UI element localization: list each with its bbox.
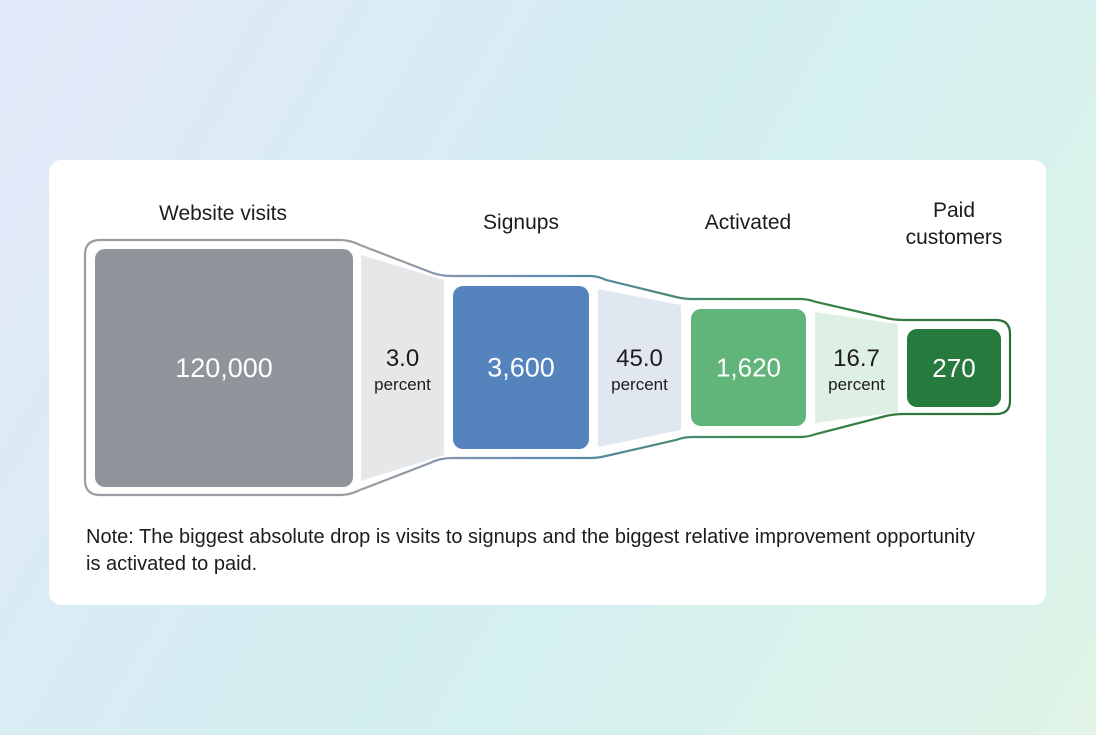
- conversion-unit: percent: [374, 375, 431, 394]
- funnel-outline: [83, 238, 1012, 497]
- stage-label-line: customers: [905, 226, 1003, 249]
- stage-label-activated: Activated: [704, 211, 792, 234]
- conversion-unit: percent: [828, 375, 885, 394]
- stage-box: [95, 249, 353, 487]
- stage-value: 1,620: [716, 353, 781, 383]
- stage-box: [907, 329, 1001, 407]
- conversion-unit: percent: [611, 375, 668, 394]
- stage-value: 3,600: [487, 353, 555, 383]
- stage-label-signups: Signups: [483, 211, 559, 234]
- stage-value: 120,000: [175, 353, 273, 383]
- stage-box: [453, 286, 589, 449]
- conversion-connector: [598, 289, 681, 447]
- chart-note: Note: The biggest absolute drop is visit…: [86, 526, 976, 575]
- stage-label-website-visits: Website visits: [159, 202, 287, 225]
- conversion-connector: [361, 255, 444, 481]
- stage-value: 270: [932, 353, 975, 383]
- conversion-connector: [815, 312, 898, 423]
- conversion-rate: 45.0: [616, 345, 663, 372]
- stage-label-paid-customers: Paid customers: [906, 197, 1003, 251]
- stage-label-line: Paid: [932, 199, 976, 222]
- conversion-rate: 16.7: [833, 345, 880, 372]
- stage-box: [691, 309, 806, 426]
- conversion-rate: 3.0: [386, 345, 419, 372]
